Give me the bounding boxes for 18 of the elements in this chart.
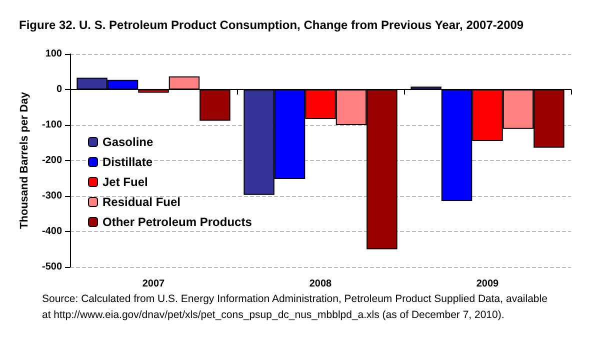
legend-label: Jet Fuel — [102, 175, 148, 189]
x-tick-label: 2007 — [142, 278, 166, 290]
legend-label: Distillate — [102, 155, 153, 169]
y-tick-label: -200 — [42, 155, 62, 166]
y-tick-label: -500 — [42, 262, 62, 272]
legend-label: Other Petroleum Products — [102, 215, 252, 229]
y-tick-label: -400 — [42, 226, 62, 237]
y-tick-label: -100 — [42, 120, 62, 130]
chart-title: Figure 32. U. S. Petroleum Product Consumption, Change from Previous Year, 2007-2009 — [19, 18, 524, 32]
x-tick-label: 2009 — [476, 278, 500, 290]
y-axis-title: Thousand Barrels per Day — [18, 91, 30, 229]
y-tick-label: -300 — [42, 190, 62, 202]
source-note: Source: Calculated from U.S. Energy Information Administration, Petroleum Product Supplied Data, available at http://www.eia.gov/dnav/pet/xls/pet_cons_psup_dc_nus_mbblpd_a.xls (as of December 7, 2010). — [42, 293, 548, 321]
legend-label: Residual Fuel — [102, 195, 181, 209]
x-tick-label: 2008 — [309, 278, 332, 290]
y-tick-label: 0 — [56, 84, 62, 95]
y-tick-label: 100 — [45, 48, 62, 60]
legend-label: Gasoline — [102, 135, 154, 149]
